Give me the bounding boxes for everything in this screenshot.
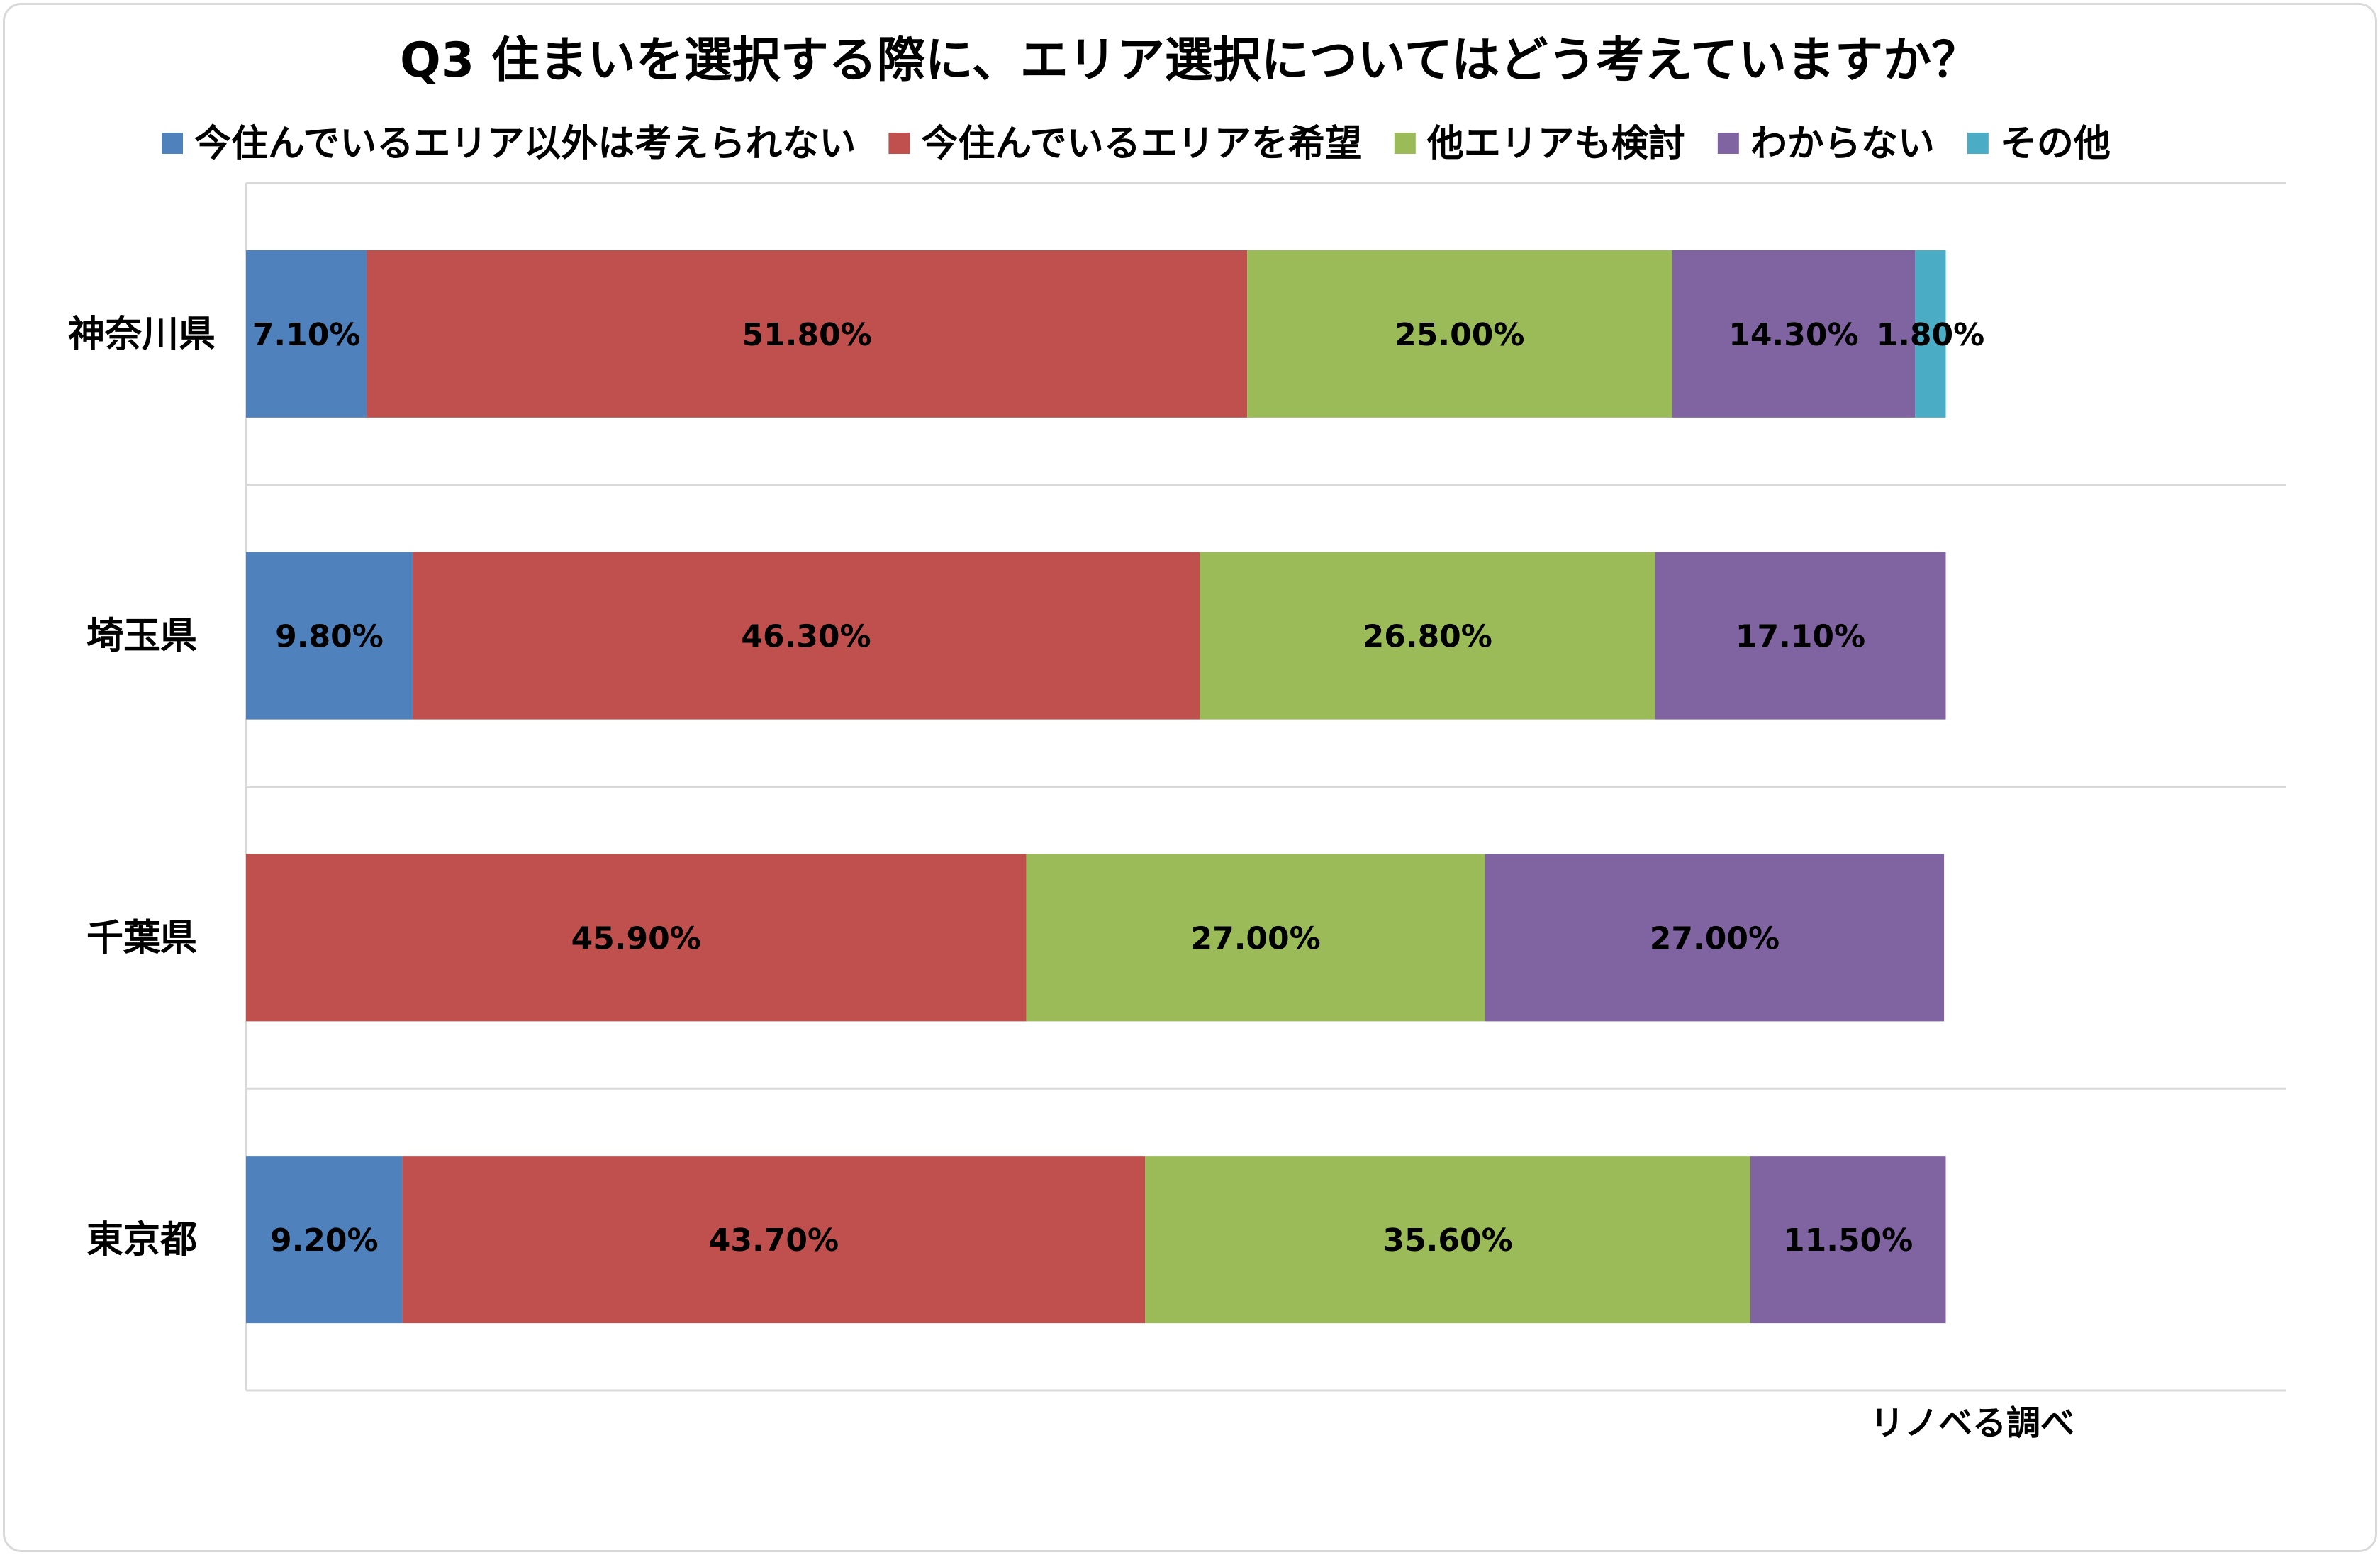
category-label: 神奈川県 [68, 313, 216, 356]
bar-segment [1915, 250, 1946, 418]
bar-segment [402, 1156, 1146, 1324]
bar-segment [1026, 854, 1485, 1022]
bar-segment [1750, 1156, 1946, 1324]
data-label: 7.10% [252, 317, 361, 353]
bar-segment [1485, 854, 1945, 1022]
legend-label: その他 [2000, 123, 2111, 165]
bar-segment [246, 1156, 403, 1324]
data-label: 11.50% [1783, 1222, 1913, 1259]
legend-swatch [1394, 133, 1416, 154]
data-label: 45.90% [571, 920, 701, 957]
category-label: 埼玉県 [86, 615, 197, 658]
bar-segment [1145, 1156, 1750, 1324]
data-label: 1.80% [1877, 317, 1985, 353]
bar-segment [246, 250, 367, 418]
data-label: 46.30% [741, 619, 871, 655]
bar-segment [246, 854, 1027, 1022]
data-label: 14.30% [1728, 317, 1858, 353]
legend-swatch [162, 133, 183, 154]
legend-label: 今住んでいるエリア以外は考えられない [194, 123, 856, 165]
data-label: 27.00% [1190, 920, 1320, 957]
data-label: 27.00% [1650, 920, 1780, 957]
data-label: 25.00% [1395, 317, 1524, 353]
legend-label: 他エリアも検討 [1426, 123, 1685, 165]
data-label: 9.20% [270, 1222, 379, 1259]
data-label: 35.60% [1382, 1222, 1512, 1259]
bar-segment [246, 552, 413, 720]
bar-segment [412, 552, 1200, 720]
plot-area: 神奈川県 7.10% 51.80% 25.00% 14.30% 1.80% 埼玉県 9.80%… [68, 182, 2286, 1392]
data-label: 26.80% [1363, 619, 1492, 655]
category-label: 千葉県 [86, 917, 197, 959]
data-label: 17.10% [1736, 619, 1865, 655]
chart-title: Q3 住まいを選択する際に、エリア選択についてはどう考えていますか？ [400, 33, 1979, 89]
legend-swatch [888, 133, 910, 154]
bar-segment [1655, 552, 1946, 720]
legend-label: 今住んでいるエリアを希望 [921, 123, 1361, 165]
data-label: 9.80% [275, 619, 384, 655]
source-note: リノベる調べ [1870, 1403, 2074, 1443]
legend: 今住んでいるエリア以外は考えられない 今住んでいるエリアを希望 他エリアも検討 わから… [162, 123, 2111, 165]
bar-segment [367, 250, 1248, 418]
bar-segment [1199, 552, 1655, 720]
category-label: 東京都 [86, 1219, 197, 1261]
legend-swatch [1717, 133, 1739, 154]
bar-segment [1672, 250, 1916, 418]
data-label: 43.70% [709, 1222, 839, 1259]
legend-swatch [1967, 133, 1989, 154]
bar-segment [1247, 250, 1672, 418]
legend-label: わからない [1750, 123, 1935, 165]
data-label: 51.80% [742, 317, 872, 353]
